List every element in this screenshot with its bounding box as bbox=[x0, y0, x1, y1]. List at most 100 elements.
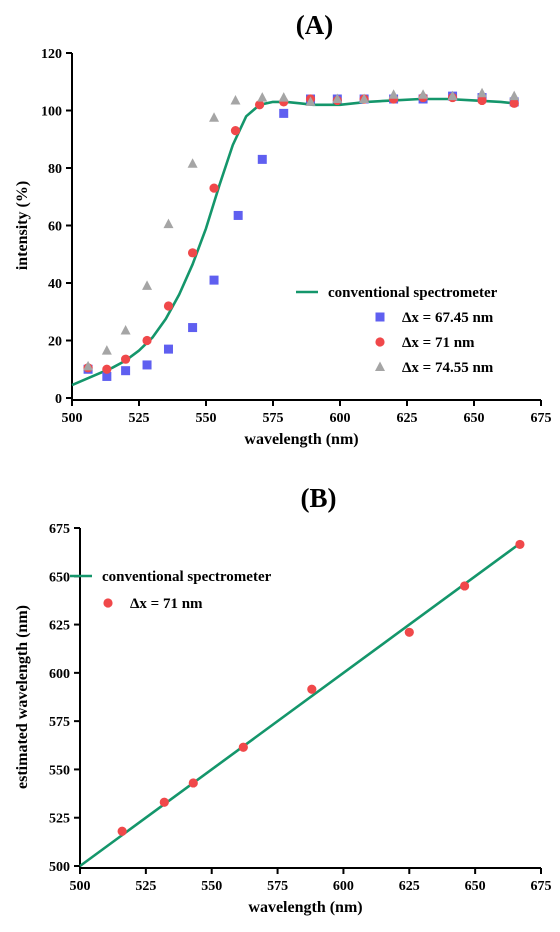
data-point bbox=[460, 581, 470, 591]
data-point bbox=[142, 335, 152, 346]
data-point bbox=[83, 360, 94, 371]
y-axis-title: estimated wavelength (nm) bbox=[14, 605, 31, 789]
panel-a: (A) 500 525 550 575 600 625 650 675 0 20 40 60 80 100 1… bbox=[14, 10, 552, 448]
y-tick-label: 80 bbox=[48, 162, 62, 177]
data-point bbox=[142, 280, 153, 290]
x-tick-label: 625 bbox=[399, 879, 420, 894]
legend-label: Δx = 71 nm bbox=[402, 335, 475, 351]
data-point bbox=[447, 90, 458, 101]
legend-marker-swatch bbox=[103, 598, 113, 608]
data-point bbox=[142, 360, 152, 370]
x-tick-label: 675 bbox=[531, 411, 552, 426]
x-tick-label: 500 bbox=[70, 879, 91, 894]
x-tick-label: 525 bbox=[135, 879, 156, 894]
y-tick-label: 40 bbox=[48, 277, 62, 292]
legend: conventional spectrometer Δx = 71 nm bbox=[70, 569, 272, 612]
y-tick-label: 500 bbox=[49, 860, 70, 875]
data-point bbox=[102, 371, 112, 381]
y-tick-label: 650 bbox=[49, 570, 70, 585]
data-point bbox=[163, 218, 174, 229]
series-line bbox=[79, 542, 521, 868]
data-point bbox=[404, 627, 414, 637]
data-point bbox=[163, 344, 173, 354]
x-tick-label: 500 bbox=[62, 411, 83, 426]
x-tick-label: 550 bbox=[201, 879, 222, 894]
data-point bbox=[418, 89, 429, 99]
panel-title: (A) bbox=[296, 10, 333, 40]
legend-label: conventional spectrometer bbox=[328, 285, 498, 301]
data-point bbox=[188, 778, 198, 788]
legend-label: Δx = 71 nm bbox=[130, 596, 203, 612]
y-tick-label: 550 bbox=[49, 763, 70, 778]
data-point bbox=[230, 126, 241, 136]
x-tick-label: 675 bbox=[531, 879, 552, 894]
x-tick-label: 650 bbox=[465, 879, 486, 894]
data-point bbox=[238, 742, 248, 752]
data-point bbox=[117, 826, 127, 836]
data-point bbox=[515, 539, 525, 550]
series-0 bbox=[79, 542, 521, 868]
x-axis-title: wavelength (nm) bbox=[248, 899, 362, 916]
y-axis-title: intensity (%) bbox=[14, 181, 31, 270]
data-point bbox=[307, 684, 317, 694]
data-point bbox=[359, 93, 370, 103]
data-point bbox=[121, 354, 131, 364]
data-point bbox=[257, 154, 267, 164]
y-tick-label: 0 bbox=[55, 392, 62, 407]
y-tick-label: 600 bbox=[49, 667, 70, 682]
series-1 bbox=[117, 539, 525, 836]
data-point bbox=[278, 92, 289, 102]
data-point bbox=[509, 90, 520, 101]
data-point bbox=[188, 248, 198, 258]
x-tick-label: 600 bbox=[333, 879, 354, 894]
y-tick-label: 120 bbox=[41, 47, 62, 62]
legend-label: conventional spectrometer bbox=[102, 569, 272, 585]
data-point bbox=[305, 96, 316, 106]
y-tick-label: 575 bbox=[49, 715, 70, 730]
data-point bbox=[163, 301, 174, 311]
legend: conventional spectrometer Δx = 67.45 nm Δx… bbox=[296, 285, 498, 376]
y-tick-label: 525 bbox=[49, 812, 70, 827]
x-axis-title: wavelength (nm) bbox=[244, 431, 358, 448]
x-tick-label: 575 bbox=[263, 411, 284, 426]
y-tick-label: 100 bbox=[41, 105, 62, 120]
data-point bbox=[257, 92, 268, 102]
data-point bbox=[477, 87, 488, 98]
data-point bbox=[159, 797, 169, 807]
data-point bbox=[279, 108, 289, 118]
series-0 bbox=[71, 97, 515, 387]
x-tick-label: 525 bbox=[129, 411, 150, 426]
data-point bbox=[332, 93, 343, 103]
data-point bbox=[233, 210, 243, 220]
data-point bbox=[230, 94, 241, 105]
data-point bbox=[255, 100, 265, 110]
legend-marker-swatch bbox=[375, 337, 385, 347]
data-point bbox=[120, 324, 131, 335]
series-line bbox=[71, 97, 515, 387]
data-point bbox=[209, 275, 219, 285]
legend-marker-swatch bbox=[375, 361, 385, 371]
x-tick-label: 550 bbox=[196, 411, 217, 426]
y-tick-label: 675 bbox=[49, 522, 70, 537]
legend-label: Δx = 67.45 nm bbox=[402, 310, 494, 326]
series-2 bbox=[83, 92, 519, 374]
x-tick-label: 650 bbox=[464, 411, 485, 426]
data-point bbox=[102, 364, 112, 374]
data-point bbox=[121, 366, 131, 376]
data-point bbox=[209, 183, 219, 193]
panel-b: (B) 500 525 550 575 600 625 650 675 500 525 550 575 6… bbox=[14, 483, 552, 916]
data-point bbox=[477, 95, 487, 106]
data-point bbox=[101, 345, 112, 355]
data-point bbox=[388, 89, 399, 99]
legend-label: Δx = 74.55 nm bbox=[402, 360, 494, 376]
panel-title: (B) bbox=[301, 483, 337, 513]
y-tick-label: 60 bbox=[48, 220, 62, 235]
series-3 bbox=[83, 87, 520, 371]
y-tick-label: 625 bbox=[49, 619, 70, 634]
data-point bbox=[188, 323, 198, 333]
data-point bbox=[209, 112, 220, 122]
x-tick-label: 625 bbox=[397, 411, 418, 426]
x-tick-label: 575 bbox=[267, 879, 288, 894]
